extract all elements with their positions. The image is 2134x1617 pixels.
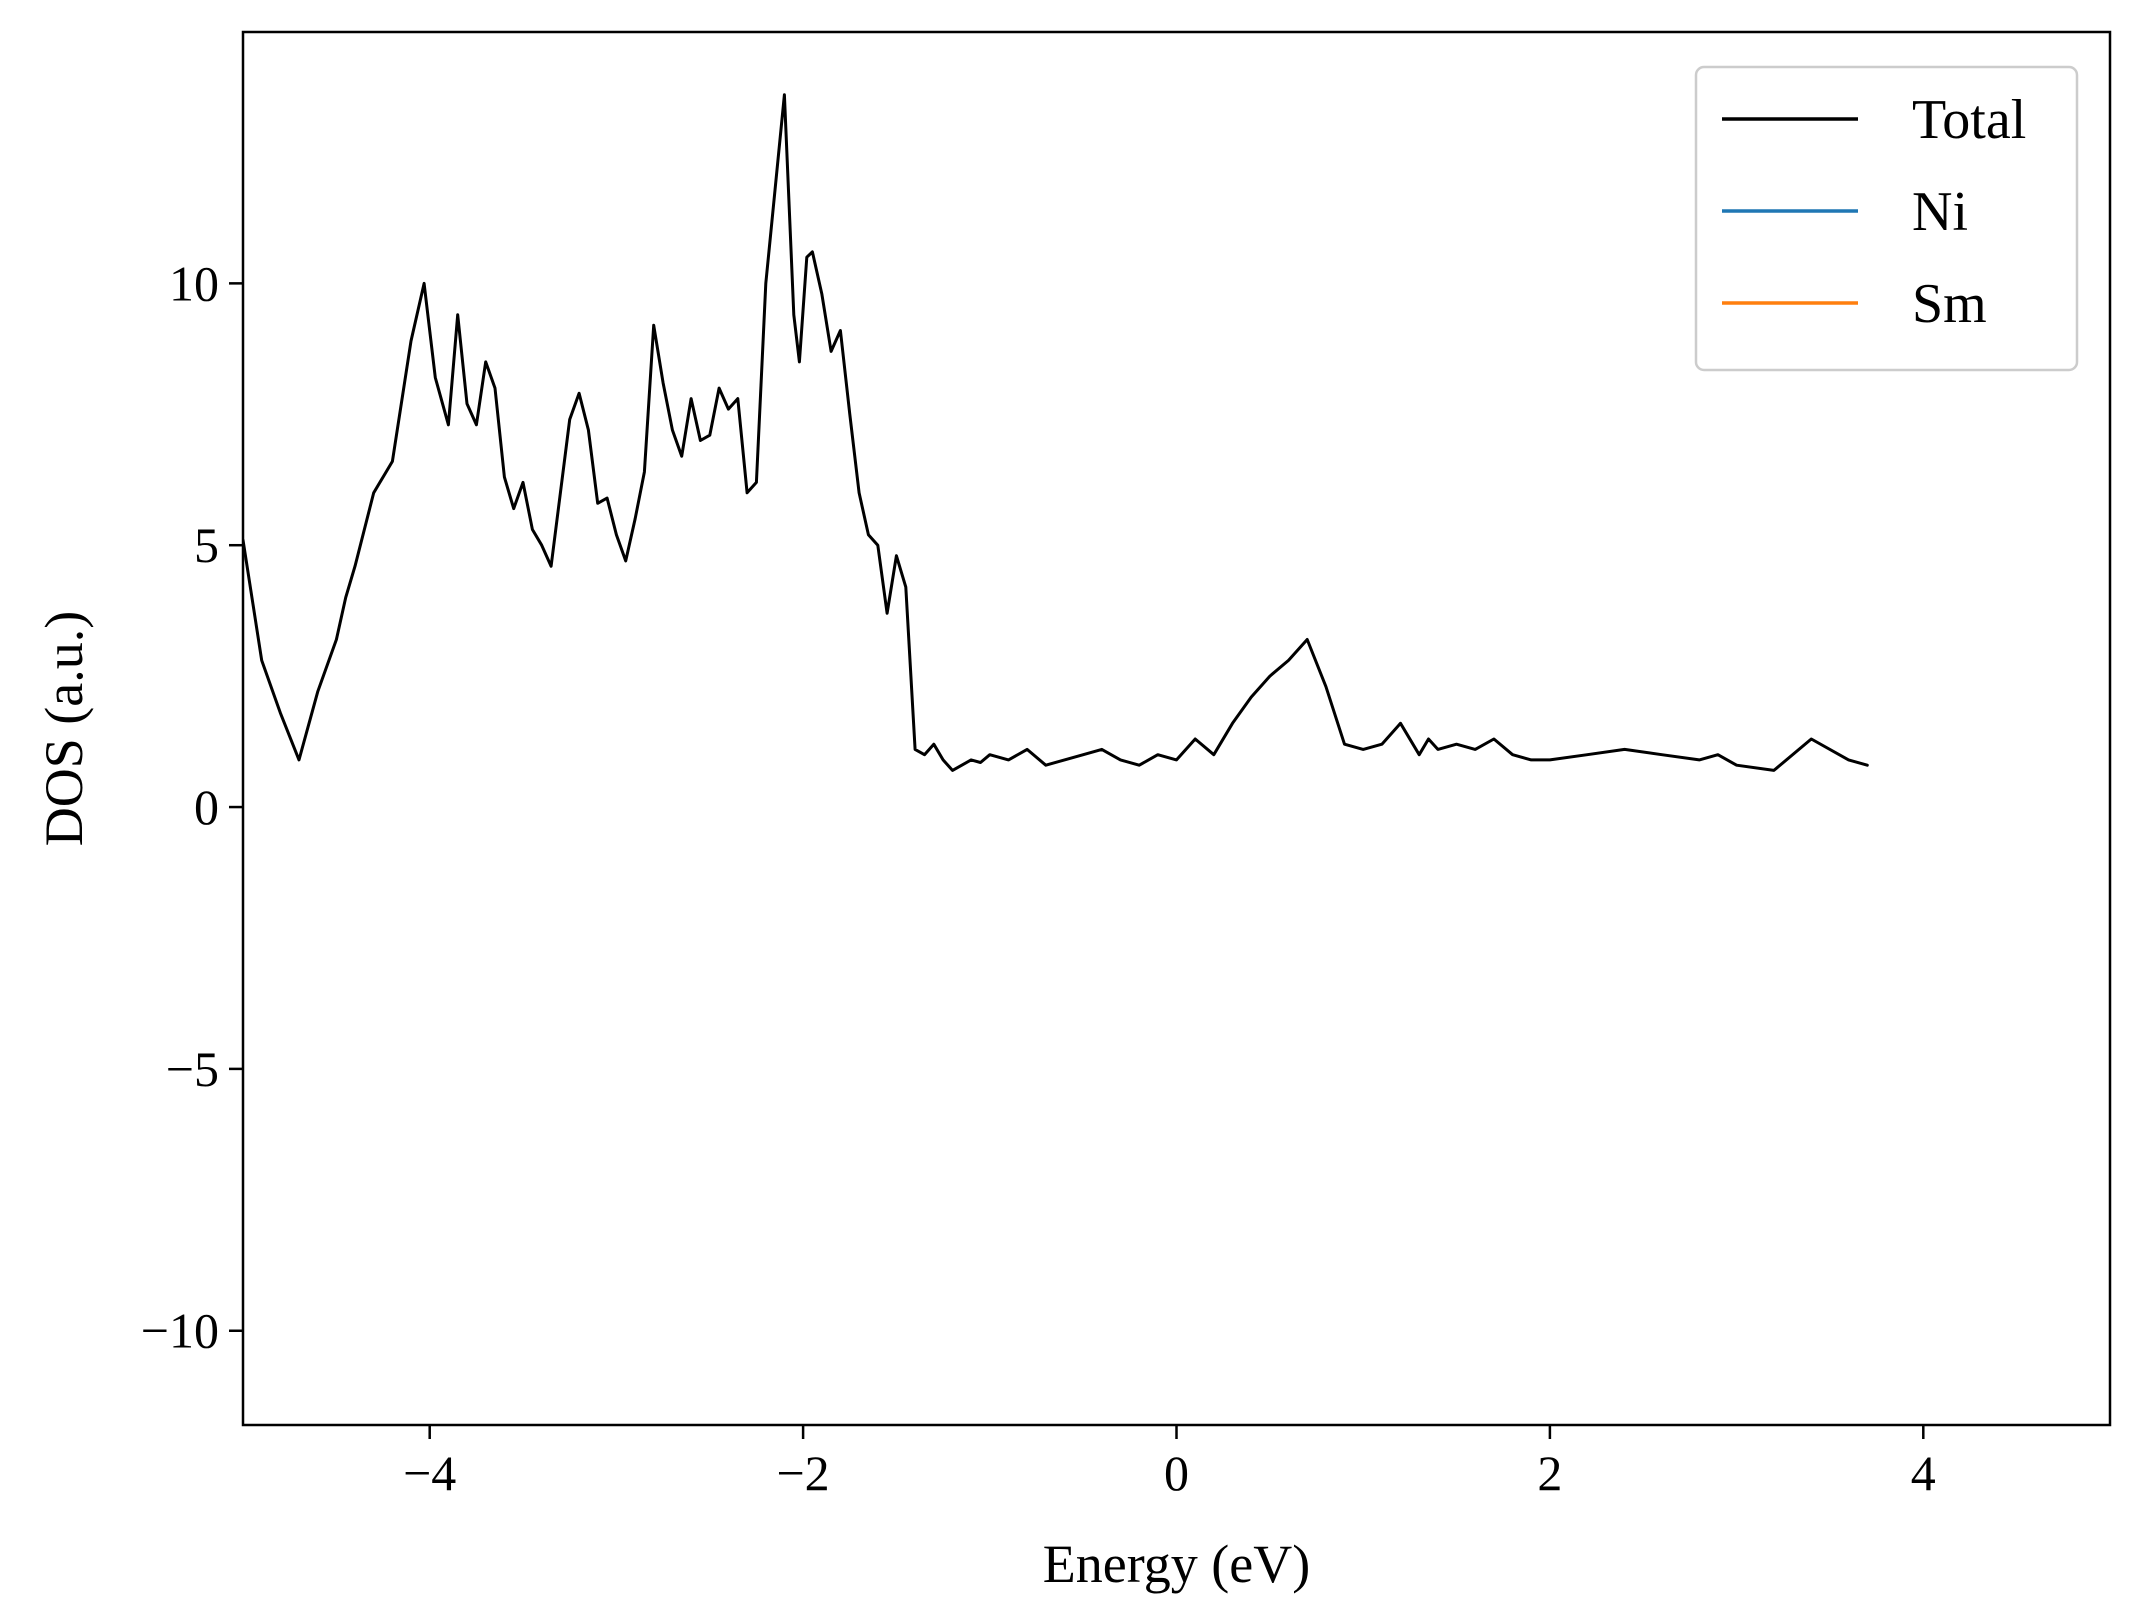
legend-label-total: Total	[1912, 89, 2026, 151]
y-tick-label: −10	[141, 1303, 219, 1359]
y-tick-label: −5	[166, 1041, 219, 1097]
y-tick-label: 5	[194, 517, 219, 573]
axes: −4 −2 0 2 4 −10 −5 0 5 10	[141, 30, 2112, 1501]
legend: Total Ni Sm	[1694, 65, 2079, 372]
y-axis-label: DOS (a.u.)	[34, 611, 94, 846]
x-tick-label: 0	[1164, 1445, 1189, 1501]
x-tick-label: 2	[1537, 1445, 1562, 1501]
x-tick-label: −4	[403, 1445, 456, 1501]
y-tick-label: 0	[194, 779, 219, 835]
legend-label-ni: Ni	[1912, 181, 1968, 243]
legend-label-sm: Sm	[1912, 273, 1987, 335]
legend-box	[1694, 65, 2079, 372]
x-axis-label: Energy (eV)	[1043, 1534, 1310, 1594]
y-tick-label: 10	[169, 255, 219, 311]
series-line-total	[243, 93, 1869, 772]
plot-area	[243, 93, 1869, 772]
x-tick-label: 4	[1911, 1445, 1936, 1501]
x-tick-label: −2	[776, 1445, 829, 1501]
